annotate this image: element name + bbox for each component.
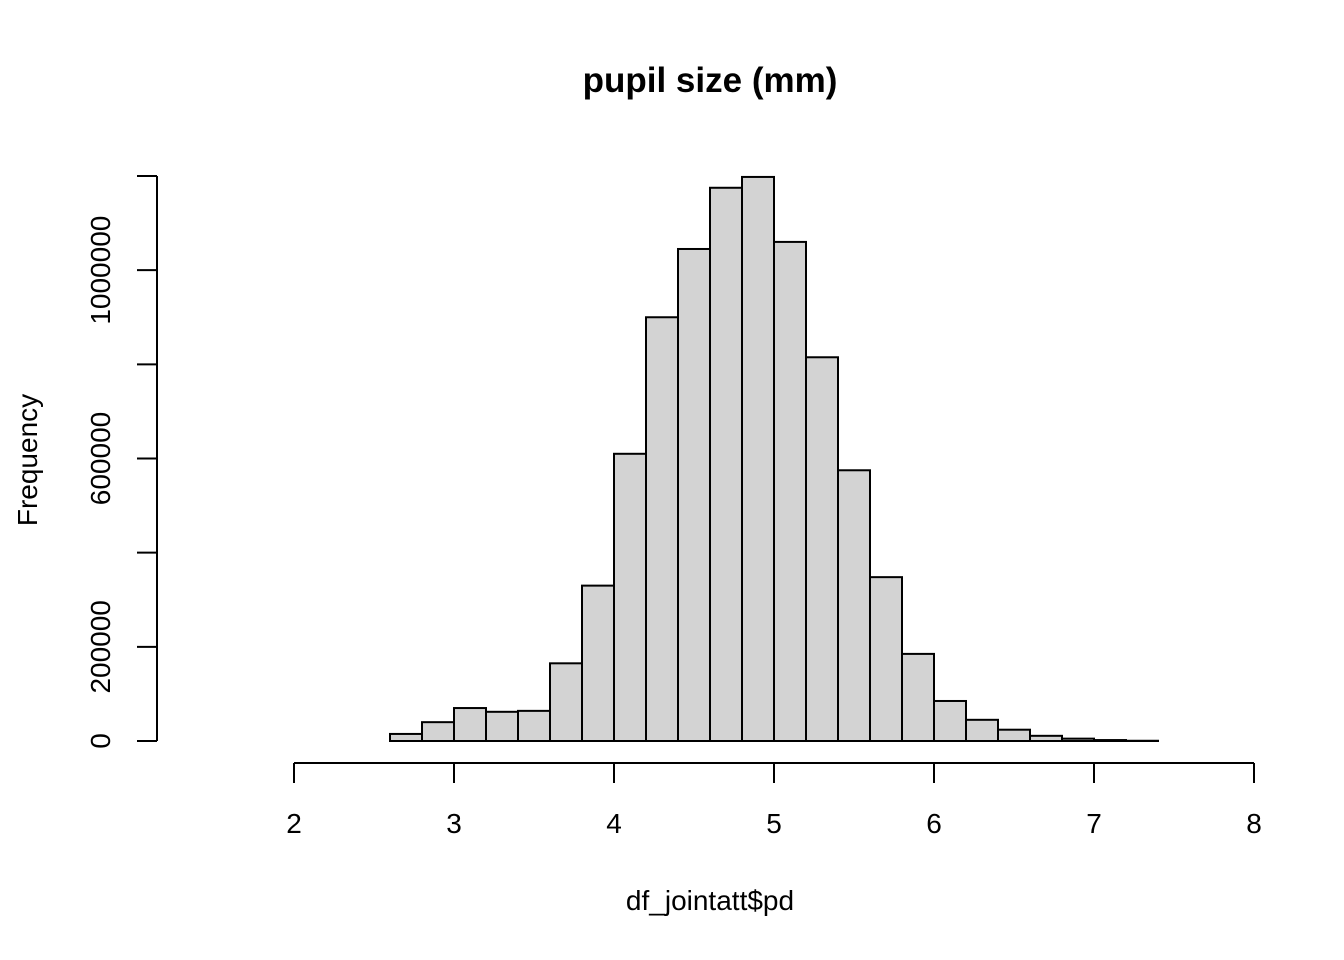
- y-axis-label: Frequency: [12, 394, 43, 526]
- y-axis: 0 200000 600000 1000000: [85, 175, 158, 749]
- histogram-bar: [965, 718, 999, 742]
- y-tick-label: 1000000: [85, 216, 116, 325]
- histogram-bar: [1029, 734, 1063, 743]
- histogram-bar: [997, 728, 1031, 743]
- histogram-bar: [1093, 739, 1127, 743]
- histogram-bar: [741, 175, 775, 743]
- chart-title: pupil size (mm): [583, 61, 838, 100]
- histogram-bar: [389, 732, 423, 742]
- histogram-bar: [485, 710, 519, 743]
- y-tick-label: 0: [85, 733, 116, 749]
- x-tick-label: 5: [766, 808, 782, 839]
- histogram-bar: [549, 662, 583, 742]
- histogram-bar: [709, 186, 743, 743]
- y-tick-label: 200000: [85, 600, 116, 693]
- x-tick-label: 7: [1086, 808, 1102, 839]
- histogram-bar: [613, 452, 647, 742]
- histogram-bar: [677, 247, 711, 743]
- histogram-bar: [837, 469, 871, 742]
- histogram-bar: [517, 709, 551, 742]
- y-tick-label: 600000: [85, 412, 116, 505]
- x-axis-label: df_jointatt$pd: [626, 885, 794, 916]
- histogram-bar: [453, 707, 487, 743]
- histogram-bar: [1061, 737, 1095, 742]
- histogram-bar: [421, 721, 455, 743]
- histogram-bar: [581, 584, 615, 742]
- histogram-bar: [933, 699, 967, 743]
- x-tick-label: 8: [1246, 808, 1262, 839]
- histogram-bar: [869, 576, 903, 743]
- x-tick-label: 3: [446, 808, 462, 839]
- x-tick-label: 2: [286, 808, 302, 839]
- x-axis: 2 3 4 5 6 7 8: [286, 762, 1262, 839]
- x-tick-label: 6: [926, 808, 942, 839]
- histogram-bar: [805, 356, 839, 742]
- bars-group: [389, 175, 1159, 743]
- histogram-bar: [901, 652, 935, 742]
- x-tick-label: 4: [606, 808, 622, 839]
- histogram-bar: [773, 240, 807, 743]
- histogram-bar: [645, 316, 679, 742]
